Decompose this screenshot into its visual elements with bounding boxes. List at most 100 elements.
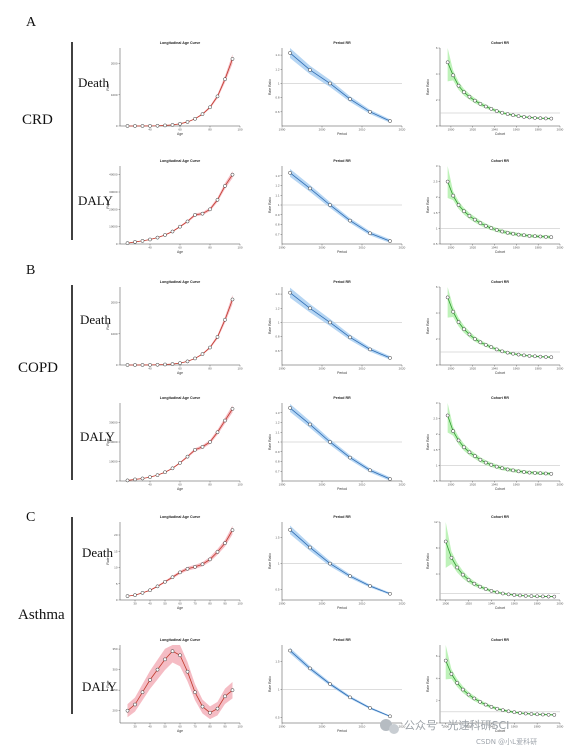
data-point [155,667,160,672]
data-point [185,454,190,459]
data-point [328,81,332,86]
data-point [148,363,152,367]
data-point [178,461,182,465]
data-point [170,466,175,471]
x-tick-label: 2000 [557,246,564,250]
y-axis-label: Rate [106,438,110,445]
y-tick-label: 4 [436,311,438,315]
y-tick-label: 15 [114,549,118,553]
data-point [308,68,312,72]
data-point [462,209,466,214]
data-point [308,666,312,671]
data-point [140,690,145,695]
y-tick-label: 1000 [111,332,118,336]
data-point [185,566,190,571]
data-point [200,445,205,449]
data-point [522,470,526,474]
data-point [155,123,160,128]
data-point [368,347,372,352]
y-tick-label: 6 [436,654,438,658]
confidence-band [445,645,555,716]
x-tick-label: 30 [133,602,137,606]
panel-crd-death-period: Period RR Period Rate Ratio 1990 2000 2010 202… [268,41,406,136]
x-tick-label: 1940 [488,725,495,729]
x-tick-label: 80 [208,367,212,371]
panel-title: Longitudinal Age Curve [160,159,200,163]
data-point [473,454,477,458]
data-point [478,700,482,704]
confidence-band [127,525,233,597]
data-point [215,197,220,202]
data-point [443,539,448,544]
y-tick-label: 0.8 [275,223,280,227]
y-tick-label: 0.8 [275,96,280,100]
y-tick-label: 6 [436,46,438,50]
data-point [140,591,145,595]
y-tick-label: 1.2 [275,306,280,310]
x-tick-label: 40 [148,602,152,606]
y-tick-label: 2.5 [433,180,438,184]
row-label-crd-daly: DALY [78,193,113,208]
panel-title: Longitudinal Age Curve [160,396,200,400]
panel-title: Cohort RR [491,280,509,284]
y-axis-label: Rate Ratio [426,318,430,334]
y-axis-label: Rate Ratio [426,79,430,95]
x-tick-label: 2020 [399,483,406,487]
data-point [125,594,130,598]
x-axis-label: Period [337,606,347,610]
data-point [170,229,175,234]
data-point [308,422,312,427]
data-point [200,352,205,356]
data-point [473,217,477,222]
y-tick-label: 10000 [109,460,118,464]
x-tick-label: 1960 [513,367,520,371]
x-tick-label: 40 [148,725,152,729]
data-point [230,297,235,302]
x-tick-label: 1990 [279,128,286,132]
data-point [466,578,471,582]
data-point [533,234,537,239]
data-point [178,570,182,575]
x-tick-label: 60 [178,483,182,487]
y-tick-label: 2000 [111,62,118,66]
series-line [289,292,391,359]
data-point [200,112,205,116]
data-point [462,445,466,450]
x-tick-label: 2000 [557,483,564,487]
x-tick-label: 60 [178,725,182,729]
data-point [133,593,137,597]
data-point [473,337,477,341]
x-axis-label: Age [177,371,183,375]
y-tick-label: 10000 [109,225,118,229]
data-point [148,237,152,242]
y-tick-label: 1.2 [275,184,280,188]
x-tick-label: 100 [237,602,242,606]
data-point [538,116,543,121]
x-tick-label: 100 [237,246,242,250]
y-axis-label: Rate [106,680,110,687]
data-point [445,413,450,418]
data-point [288,290,292,295]
data-point [328,561,332,566]
confidence-band [447,48,552,120]
data-point [538,234,543,239]
x-tick-label: 60 [178,602,182,606]
y-tick-label: 20 [114,533,118,537]
y-axis-label: Rate [106,201,110,208]
x-tick-label: 2000 [319,725,326,729]
data-point [533,354,537,359]
confidence-band [290,168,390,243]
y-tick-label: 4 [436,72,438,76]
panel-asthma-daly-cohort: Cohort RR Cohort Rate Ratio 1900 1920 1940 196… [426,638,564,733]
data-point [288,527,292,532]
data-point [185,359,190,364]
data-point [193,356,197,361]
y-tick-label: 0.7 [275,469,280,473]
x-axis-label: Cohort [495,132,505,136]
x-tick-label: 60 [178,367,182,371]
x-tick-label: 40 [148,367,152,371]
confidence-band [127,171,233,244]
y-tick-label: 0.8 [275,460,280,464]
data-point [467,94,472,99]
x-tick-label: 1920 [465,602,472,606]
